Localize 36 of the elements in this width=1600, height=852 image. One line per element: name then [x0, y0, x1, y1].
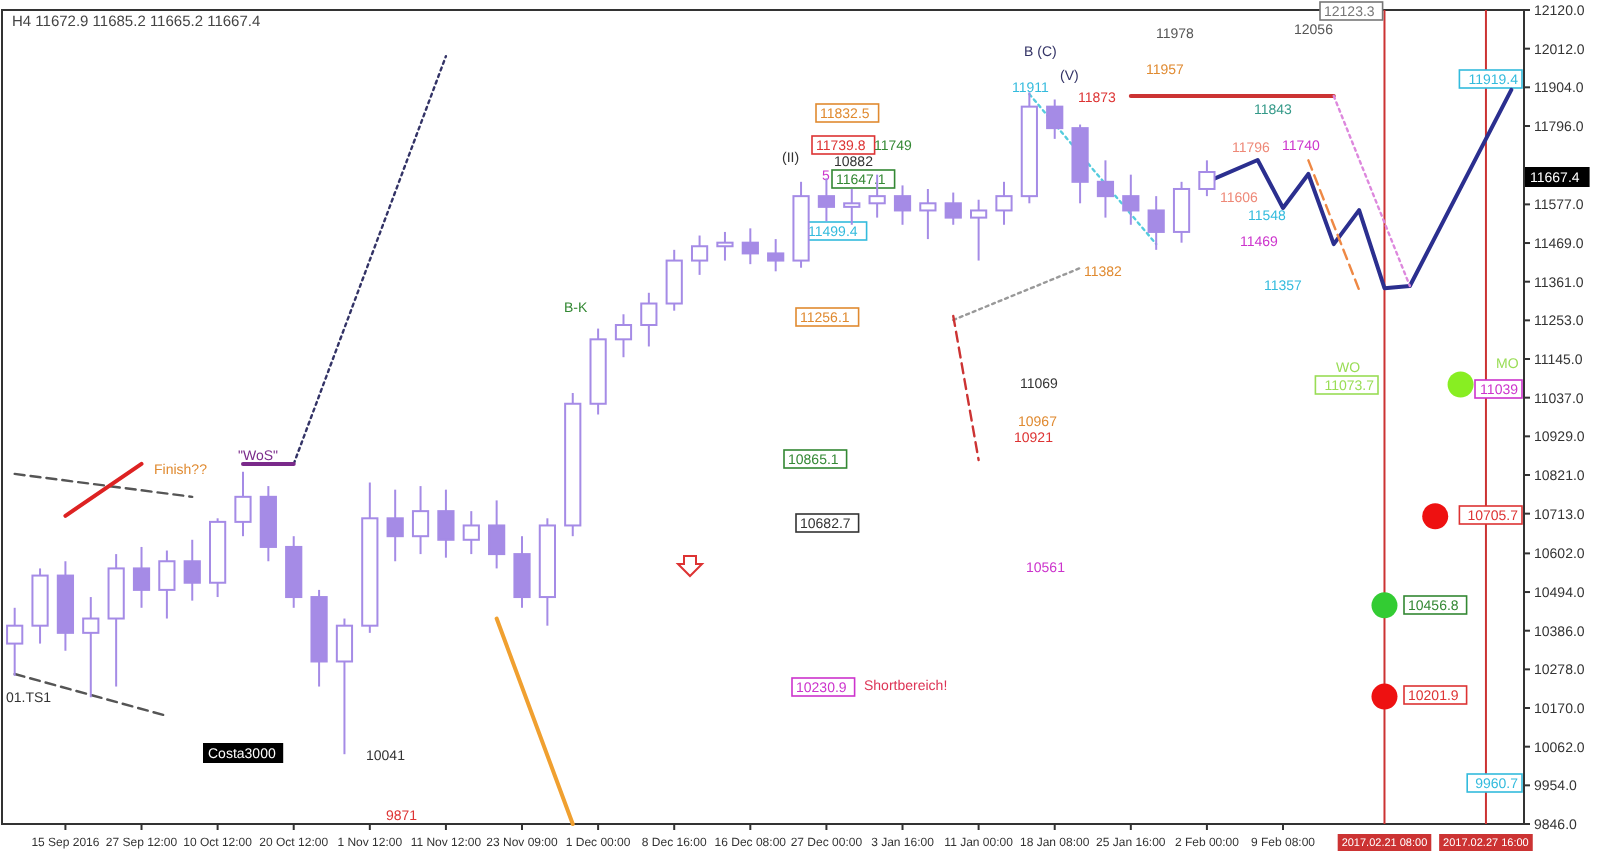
candlestick	[132, 545, 151, 609]
candlestick	[462, 510, 480, 556]
point	[1371, 683, 1398, 710]
candlestick	[411, 485, 430, 556]
candlestick	[513, 535, 531, 609]
candlestick	[1172, 180, 1191, 244]
candlestick	[437, 488, 455, 559]
candlestick	[995, 180, 1013, 226]
candlestick	[767, 238, 785, 273]
candlestick	[158, 549, 176, 620]
candlestick	[919, 187, 937, 241]
point	[1422, 503, 1449, 530]
candlestick	[183, 538, 201, 602]
candlestick	[1122, 173, 1140, 226]
point	[1447, 371, 1474, 398]
candlestick	[1198, 159, 1216, 198]
candlestick	[614, 313, 633, 359]
candlestick	[690, 234, 709, 276]
candlestick	[1147, 195, 1165, 251]
candlestick	[716, 230, 734, 262]
candlestick	[6, 606, 24, 677]
candlestick	[741, 227, 759, 266]
candlestick	[944, 191, 962, 226]
candlestick	[640, 291, 658, 348]
candlestick	[817, 177, 836, 223]
candlestick	[335, 617, 354, 756]
candlestick	[970, 198, 988, 262]
candlestick	[386, 488, 404, 563]
candlestick	[488, 499, 506, 570]
point	[1371, 592, 1398, 619]
candlestick	[234, 470, 252, 538]
candlestick	[893, 184, 912, 226]
candlestick	[665, 248, 683, 312]
candlestick	[1046, 98, 1064, 140]
candlestick	[1096, 159, 1115, 219]
candlestick	[82, 596, 100, 699]
